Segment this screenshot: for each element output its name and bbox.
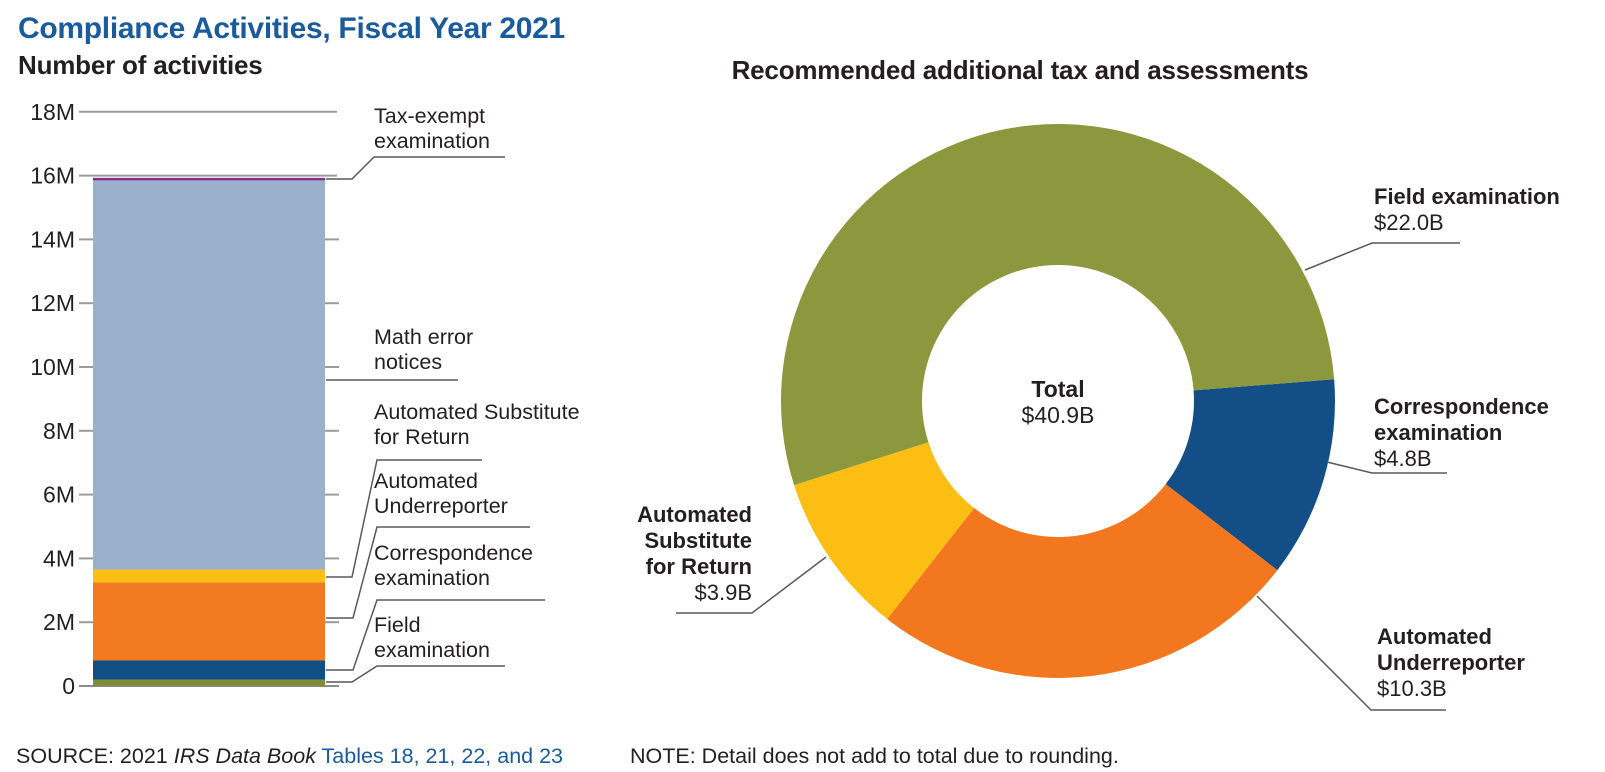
donut-label-automated-underreporter-value: $10.3B [1377, 676, 1447, 701]
y-axis-label-4M: 4M [43, 545, 75, 571]
donut-label-automated-underreporter: Automated Underreporter $10.3B [1377, 624, 1525, 702]
bar-segment-tax-exempt-examination [93, 177, 325, 181]
leader-automated-substitute-donut [676, 556, 827, 614]
donut-label-correspondence-examination: Correspondence examination $4.8B [1374, 394, 1549, 472]
donut-center-title: Total [1031, 376, 1085, 402]
note-line: NOTE: Detail does not add to total due t… [630, 744, 1119, 768]
leader-lines [326, 156, 1460, 711]
bar-label-automated-substitute-for-return: Automated Substitute for Return [374, 400, 580, 449]
leader-field-examination-donut [1304, 242, 1460, 271]
bar-segment-automated-substitute-for-return [93, 569, 325, 583]
donut-slice-field-examination [781, 124, 1335, 486]
bar-chart-segments [93, 177, 325, 686]
bar-label-automated-underreporter: Automated Underreporter [374, 469, 508, 518]
donut-label-automated-underreporter-name: Automated Underreporter [1377, 624, 1525, 675]
donut-label-field-examination-name: Field examination [1374, 184, 1560, 209]
leader-correspondence-examination-donut [1326, 461, 1447, 474]
donut-slice-automated-underreporter [887, 484, 1278, 678]
bar-segment-automated-underreporter [93, 582, 325, 661]
bar-segment-correspondence-examination [93, 660, 325, 680]
donut-chart-slices [781, 124, 1336, 678]
source-tables-link[interactable]: Tables 18, 21, 22, and 23 [315, 744, 564, 768]
page-title: Compliance Activities, Fiscal Year 2021 [18, 12, 565, 45]
source-publication: IRS Data Book [173, 744, 316, 768]
bar-segment-math-error-notices [93, 180, 325, 570]
y-axis-label-2M: 2M [43, 609, 75, 635]
donut-label-field-examination: Field examination $22.0B [1374, 184, 1560, 236]
y-axis-label-10M: 10M [30, 354, 75, 380]
source-prefix: SOURCE: 2021 [16, 744, 174, 768]
donut-slice-correspondence-examination [1165, 379, 1336, 571]
donut-chart-title: Recommended additional tax and assessmen… [731, 55, 1309, 85]
leader-automated-underreporter-donut [1256, 595, 1446, 711]
bar-label-field-examination: Field examination [374, 613, 490, 662]
bar-chart-axis-labels: 18M 16M 14M 12M 10M 8M 6M 4M 2M 0 [30, 99, 75, 699]
y-axis-label-6M: 6M [43, 482, 75, 508]
leader-field-examination-bar [326, 665, 505, 683]
leader-automated-underreporter-bar [326, 526, 530, 619]
donut-label-correspondence-examination-name: Correspondence examination [1374, 394, 1549, 445]
leader-correspondence-examination-bar [326, 599, 545, 671]
donut-center-value: $40.9B [1021, 402, 1095, 428]
y-axis-label-14M: 14M [30, 226, 75, 252]
y-axis-label-18M: 18M [30, 99, 75, 125]
bar-chart-title: Number of activities [18, 50, 263, 80]
bar-segment-field-examination [93, 679, 325, 686]
bar-label-math-error-notices: Math error notices [374, 325, 474, 374]
y-axis-label-8M: 8M [43, 418, 75, 444]
y-axis-label-16M: 16M [30, 163, 75, 189]
donut-label-automated-substitute-name: Automated Substitute for Return [637, 502, 752, 579]
source-line: SOURCE: 2021 IRS Data Book Tables 18, 21… [16, 744, 563, 769]
bar-label-correspondence-examination: Correspondence examination [374, 541, 533, 590]
bar-label-tax-exempt-examination: Tax-exempt examination [374, 104, 490, 153]
leader-automated-substitute-bar [326, 459, 482, 578]
donut-label-automated-substitute-value: $3.9B [694, 580, 753, 605]
donut-label-correspondence-examination-value: $4.8B [1374, 446, 1432, 471]
y-axis-label-0: 0 [62, 673, 75, 699]
donut-slice-automated-substitute-for-return [794, 442, 975, 620]
donut-center-label: Total $40.9B [958, 376, 1158, 428]
leader-tax-exempt-examination [326, 156, 505, 180]
donut-label-field-examination-value: $22.0B [1374, 210, 1444, 235]
donut-label-automated-substitute-for-return: Automated Substitute for Return $3.9B [552, 502, 752, 606]
y-axis-label-12M: 12M [30, 290, 75, 316]
